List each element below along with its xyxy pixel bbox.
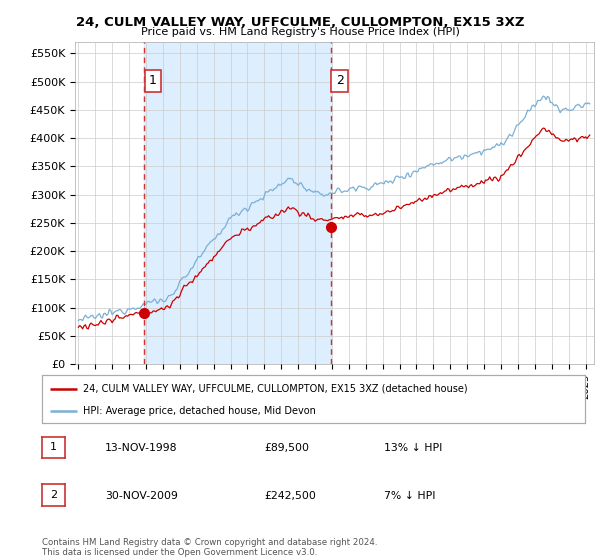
Text: 24, CULM VALLEY WAY, UFFCULME, CULLOMPTON, EX15 3XZ (detached house): 24, CULM VALLEY WAY, UFFCULME, CULLOMPTO… [83,384,467,394]
Text: 1: 1 [50,442,57,452]
Text: 13% ↓ HPI: 13% ↓ HPI [384,443,442,453]
Bar [144,42,331,364]
Text: HPI: Average price, detached house, Mid Devon: HPI: Average price, detached house, Mid … [83,406,316,416]
Text: 2: 2 [50,490,57,500]
Text: 2: 2 [335,74,344,87]
Text: 7% ↓ HPI: 7% ↓ HPI [384,491,436,501]
Text: Price paid vs. HM Land Registry's House Price Index (HPI): Price paid vs. HM Land Registry's House … [140,27,460,37]
Text: 13-NOV-1998: 13-NOV-1998 [105,443,178,453]
Text: 1: 1 [149,74,157,87]
Text: £89,500: £89,500 [264,443,309,453]
Text: 30-NOV-2009: 30-NOV-2009 [105,491,178,501]
Text: 24, CULM VALLEY WAY, UFFCULME, CULLOMPTON, EX15 3XZ: 24, CULM VALLEY WAY, UFFCULME, CULLOMPTO… [76,16,524,29]
Text: £242,500: £242,500 [264,491,316,501]
Text: Contains HM Land Registry data © Crown copyright and database right 2024.
This d: Contains HM Land Registry data © Crown c… [42,538,377,557]
